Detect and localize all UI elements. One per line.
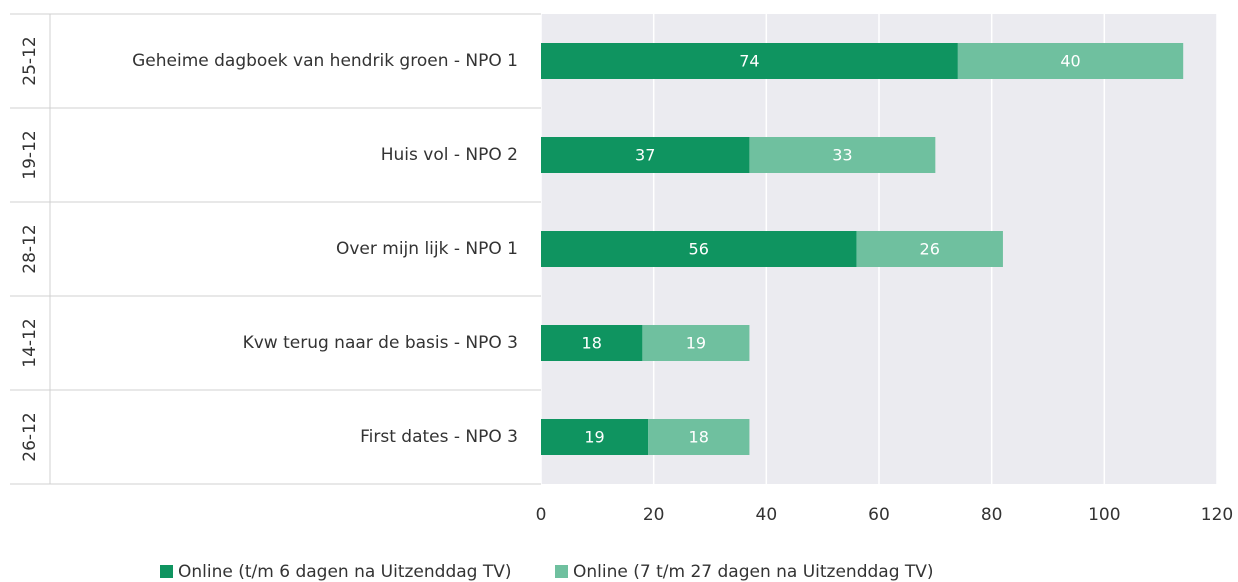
value-label: 33: [832, 146, 852, 165]
x-tick-label: 120: [1201, 505, 1233, 525]
legend-swatch: [160, 565, 173, 578]
bar-segment: [541, 137, 750, 173]
value-label: 18: [582, 334, 602, 353]
value-label: 56: [689, 240, 709, 259]
value-label: 19: [686, 334, 706, 353]
bar-segment: [541, 419, 649, 455]
value-label: 26: [920, 240, 940, 259]
x-tick-label: 100: [1088, 505, 1120, 525]
category-label: First dates - NPO 3: [360, 427, 518, 447]
bar-segment: [541, 231, 857, 267]
category-label: Over mijn lijk - NPO 1: [336, 239, 518, 259]
date-label: 26-12: [20, 412, 40, 461]
x-tick-label: 60: [868, 505, 890, 525]
legend-swatch: [555, 565, 568, 578]
value-label: 19: [584, 428, 604, 447]
x-tick-label: 20: [643, 505, 665, 525]
bar-segment: [957, 43, 1184, 79]
value-label: 37: [635, 146, 655, 165]
date-label: 19-12: [20, 130, 40, 179]
value-label: 40: [1060, 52, 1080, 71]
bar-segment: [749, 137, 936, 173]
x-tick-label: 0: [536, 505, 547, 525]
value-label: 74: [739, 52, 759, 71]
legend-label: Online (7 t/m 27 dagen na Uitzenddag TV): [573, 562, 934, 582]
x-tick-label: 80: [981, 505, 1003, 525]
bar-segment: [648, 419, 750, 455]
value-label: 18: [689, 428, 709, 447]
category-label: Geheime dagboek van hendrik groen - NPO …: [132, 51, 518, 71]
date-label: 14-12: [20, 318, 40, 367]
x-tick-label: 40: [756, 505, 778, 525]
legend-label: Online (t/m 6 dagen na Uitzenddag TV): [178, 562, 512, 582]
bar-segment: [541, 325, 643, 361]
date-label: 28-12: [20, 224, 40, 273]
bar-segment: [541, 43, 958, 79]
date-label: 25-12: [20, 36, 40, 85]
category-label: Huis vol - NPO 2: [381, 145, 518, 165]
bar-segment: [642, 325, 750, 361]
bar-segment: [856, 231, 1003, 267]
category-label: Kvw terug naar de basis - NPO 3: [243, 333, 518, 353]
